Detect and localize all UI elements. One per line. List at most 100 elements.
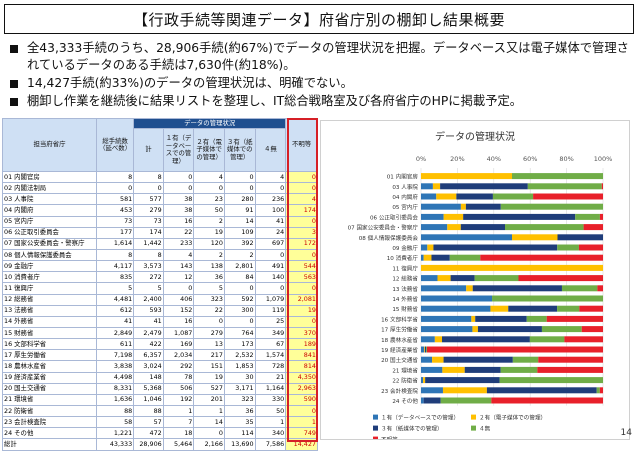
table-cell: 24 <box>254 226 287 239</box>
table-cell: 169 <box>162 338 195 351</box>
table-cell: 22 <box>162 226 195 239</box>
table-cell: 563 <box>285 271 318 284</box>
table-cell: 392 <box>223 237 256 250</box>
x-tick-label: 20% <box>450 155 464 163</box>
table-row: 08 個人情報保護委員会 8 8 4 2 2 0 0 <box>1 248 318 262</box>
bar-segment <box>466 285 473 292</box>
row-ministry: 16 文部科学省 <box>1 338 98 351</box>
category-label: 05 宮内庁 <box>392 203 418 211</box>
table-cell: 0 <box>162 170 195 184</box>
total-cell: 28,906 <box>133 438 164 451</box>
table-cell: 67 <box>254 338 287 351</box>
table-cell: 5,368 <box>133 382 164 395</box>
table-cell: 612 <box>96 304 135 317</box>
table-cell: 41 <box>133 315 164 328</box>
bar-segment <box>500 203 603 210</box>
table-cell: 57 <box>133 416 164 429</box>
table-cell: 0 <box>223 315 256 328</box>
table-cell: 1,046 <box>133 393 164 406</box>
bar-segment <box>421 213 444 220</box>
table-cell: 192 <box>162 393 195 406</box>
table-cell: 590 <box>285 393 318 406</box>
row-ministry: 14 外務省 <box>1 315 98 328</box>
table-cell: 41 <box>254 215 287 228</box>
bar-segment <box>442 387 487 394</box>
bar-segment <box>601 183 603 190</box>
table-cell: 1,636 <box>96 393 135 406</box>
table-cell: 453 <box>96 204 135 217</box>
header-sum: 計 <box>133 128 164 172</box>
table-cell: 472 <box>133 427 164 440</box>
category-label: 15 財務省 <box>392 305 418 313</box>
table-cell: 100 <box>254 204 287 217</box>
bar-segment <box>538 356 603 363</box>
table-cell: 3,573 <box>133 260 164 273</box>
table-cell: 2,479 <box>133 326 164 340</box>
table-cell: 2,963 <box>285 382 318 395</box>
row-ministry: 20 国土交通省 <box>1 382 98 395</box>
row-ministry: 13 法務省 <box>1 304 98 317</box>
table-cell: 152 <box>162 304 195 317</box>
table-cell: 4,481 <box>96 293 135 306</box>
table-cell: 2 <box>193 215 225 228</box>
table-body: 01 内閣官房 8 8 0 4 0 4 0 02 内閣法制局 0 0 0 0 0 0 0 03 人事院 581 57… <box>1 170 318 451</box>
table-cell: 491 <box>254 260 287 273</box>
category-label: 23 会計検査院 <box>381 387 418 395</box>
bar-segment <box>421 305 491 312</box>
bar-segment <box>474 275 519 282</box>
bar-segment <box>442 366 465 373</box>
table-cell: 16 <box>162 215 195 228</box>
bar-segment <box>460 203 466 210</box>
total-cell: 13,690 <box>223 438 256 451</box>
table-cell: 1,221 <box>96 427 135 440</box>
row-ministry: 19 経済産業省 <box>1 371 98 384</box>
table-row: 14 外務省 41 41 16 0 0 25 0 <box>1 315 318 328</box>
bar-segment <box>464 366 501 373</box>
table-cell: 120 <box>193 237 225 250</box>
category-label: 19 経済産業省 <box>381 346 418 354</box>
table-cell: 2,400 <box>133 293 164 306</box>
legend-label: ３有（紙媒体での管理） <box>381 425 443 433</box>
table-cell: 73 <box>96 215 135 228</box>
table-cell: 35 <box>223 416 256 429</box>
table-cell: 91 <box>223 204 256 217</box>
row-ministry: 18 農林水産省 <box>1 360 98 373</box>
bar-segment <box>500 366 538 373</box>
bar-segment <box>424 346 427 353</box>
bar-segment <box>421 387 443 394</box>
total-cell: 43,333 <box>96 438 135 451</box>
table-cell: 50 <box>193 204 225 217</box>
bar-segment <box>526 315 547 322</box>
table-row: 03 人事院 581 577 38 23 280 236 4 <box>1 193 318 206</box>
table-cell: 323 <box>193 293 225 306</box>
table-row: 11 復興庁 5 5 0 5 0 0 0 <box>1 282 318 295</box>
page-number: 14 <box>620 428 632 438</box>
bar-segment <box>421 203 461 210</box>
table-cell: 0 <box>254 282 287 295</box>
table-cell: 611 <box>96 338 135 351</box>
table-cell: 577 <box>133 193 164 206</box>
table-cell: 0 <box>285 170 318 184</box>
table-row: 16 文部科学省 611 422 169 13 173 67 189 <box>1 338 318 351</box>
bar-segment <box>421 234 512 241</box>
row-ministry: 09 金融庁 <box>1 260 98 273</box>
table-cell: 4,498 <box>96 371 135 384</box>
bar-segment <box>421 173 512 180</box>
table-cell: 581 <box>96 193 135 206</box>
row-ministry: 17 厚生労働省 <box>1 349 98 362</box>
slide-title: 【行政手続等関連データ】府省庁別の棚卸し結果概要 <box>4 4 634 34</box>
table-cell: 8,331 <box>96 382 135 395</box>
bar-segment <box>499 377 603 384</box>
category-label: 09 金融庁 <box>392 244 418 252</box>
table-cell: 0 <box>285 282 318 295</box>
table-cell: 148 <box>133 371 164 384</box>
table-cell: 58 <box>96 416 135 429</box>
table-cell: 73 <box>133 215 164 228</box>
category-label: 03 人事院 <box>392 183 418 191</box>
bar-segment <box>471 315 476 322</box>
table-row: 01 内閣官房 8 8 0 4 0 4 0 <box>1 170 318 184</box>
category-label: 14 外務省 <box>392 295 418 303</box>
table-cell: 1,442 <box>133 237 164 250</box>
bar-segment <box>477 326 542 333</box>
category-label: 08 個人情報保護委員会 <box>359 234 419 242</box>
